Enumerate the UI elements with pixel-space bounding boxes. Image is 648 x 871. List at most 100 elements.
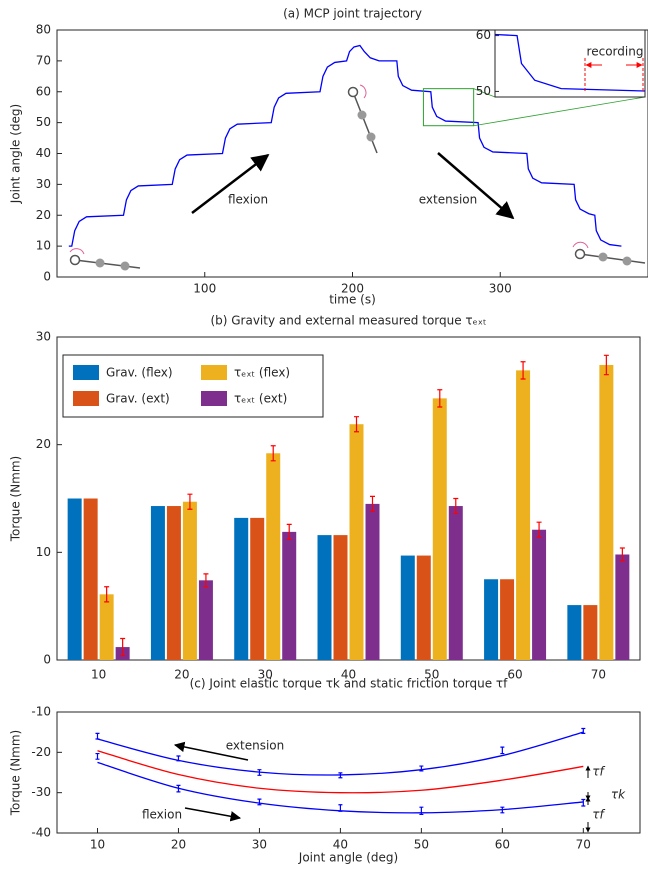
bar <box>532 530 546 660</box>
bar <box>500 579 514 660</box>
bar <box>199 580 213 660</box>
chart-title: (a) MCP joint trajectory <box>283 7 422 21</box>
y-tick-label: -20 <box>31 745 51 759</box>
y-tick-label: 10 <box>36 545 51 559</box>
y-tick-label: 10 <box>36 239 51 253</box>
error-bar <box>581 800 585 806</box>
inset-annotation: recording <box>587 45 644 59</box>
x-tick-label: 70 <box>591 668 606 682</box>
x-tick-label: 100 <box>193 282 216 296</box>
y-tick-label: 20 <box>36 437 51 451</box>
legend-swatch <box>201 365 227 380</box>
x-tick-label: 70 <box>576 838 591 852</box>
x-tick-label: 50 <box>414 838 429 852</box>
figure: (a) MCP joint trajectory Joint angle (deg… <box>0 0 648 871</box>
data-line <box>97 732 583 775</box>
error-bar <box>500 747 504 753</box>
bar <box>84 499 98 661</box>
inset-tick-label: 60 <box>476 28 491 42</box>
y-tick-label: 70 <box>36 53 51 67</box>
y-tick-label: 50 <box>36 115 51 129</box>
legend-frame <box>63 355 323 417</box>
legend-swatch <box>201 391 227 406</box>
legend-label: Grav. (flex) <box>106 366 173 380</box>
bar <box>282 532 296 660</box>
y-tick-label: -40 <box>31 826 51 840</box>
bar <box>401 556 415 660</box>
legend-swatch <box>73 365 99 380</box>
bar <box>583 605 597 660</box>
chart-title: (c) Joint elastic torque τk and static f… <box>190 677 509 691</box>
inset-tick-label: 50 <box>476 84 491 98</box>
y-tick-label: 30 <box>36 330 51 344</box>
legend-label: τₑₓₜ (flex) <box>234 366 290 380</box>
y-axis-label: Torque (Nmm) <box>9 456 23 543</box>
bar <box>318 535 332 660</box>
bar <box>266 453 280 660</box>
annotation: τk <box>611 788 626 802</box>
error-bar-line <box>95 754 99 760</box>
annotation: flexion <box>228 193 268 207</box>
x-tick-label: 10 <box>90 838 105 852</box>
bar <box>516 370 530 660</box>
arm-icon <box>573 242 645 265</box>
x-tick-label: 20 <box>174 668 189 682</box>
y-tick-label: 0 <box>43 653 51 667</box>
x-tick-label: 200 <box>341 282 364 296</box>
bar <box>484 579 498 660</box>
error-bar <box>95 733 99 739</box>
bar <box>68 499 82 661</box>
y-tick-label: 20 <box>36 208 51 222</box>
error-bar <box>95 754 99 760</box>
x-axis-label: Joint angle (deg) <box>298 851 398 865</box>
chart-title: (b) Gravity and external measured torque… <box>210 314 486 328</box>
bar <box>567 605 581 660</box>
bar <box>433 398 447 660</box>
bar <box>350 424 364 660</box>
extension-arrow <box>438 153 513 218</box>
annotation: extension <box>419 193 478 207</box>
x-tick-label: 20 <box>171 838 186 852</box>
x-tick-label: 60 <box>507 668 522 682</box>
arm-icon <box>70 249 140 271</box>
error-bar-line <box>500 747 504 753</box>
bar <box>167 506 181 660</box>
error-bar-line <box>95 733 99 739</box>
bar <box>615 554 629 660</box>
bar <box>234 518 248 660</box>
annotation: τf <box>592 765 605 779</box>
y-tick-label: 80 <box>36 23 51 37</box>
bar <box>151 506 165 660</box>
annotation: τf <box>592 808 605 822</box>
y-tick-label: 60 <box>36 84 51 98</box>
x-tick-label: 30 <box>252 838 267 852</box>
y-tick-label: 30 <box>36 177 51 191</box>
x-tick-label: 40 <box>333 838 348 852</box>
legend: Grav. (flex) Grav. (ext) τₑₓₜ (flex) τₑₓₜ (… <box>63 355 323 417</box>
y-tick-label: -10 <box>31 705 51 719</box>
arm-icon <box>349 85 378 153</box>
x-tick-label: 60 <box>495 838 510 852</box>
legend-label: Grav. (ext) <box>106 392 170 406</box>
y-tick-label: 0 <box>43 270 51 284</box>
annotation: extension <box>226 739 285 753</box>
y-tick-label: 40 <box>36 146 51 160</box>
bar <box>183 502 197 660</box>
zoom-connector <box>474 97 645 126</box>
y-tick-label: -30 <box>31 785 51 799</box>
bar <box>366 504 380 660</box>
legend-swatch <box>73 391 99 406</box>
bar <box>334 535 348 660</box>
bar <box>599 365 613 660</box>
bar <box>100 594 114 660</box>
x-tick-label: 10 <box>91 668 106 682</box>
bar <box>449 506 463 660</box>
bar <box>417 556 431 660</box>
y-axis-label: Torque (Nmm) <box>9 730 23 817</box>
bar <box>250 518 264 660</box>
annotation: flexion <box>142 808 182 822</box>
y-axis-label: Joint angle (deg) <box>9 104 23 204</box>
legend-label: τₑₓₜ (ext) <box>234 392 287 406</box>
error-bar-line <box>581 800 585 806</box>
x-tick-label: 300 <box>489 282 512 296</box>
